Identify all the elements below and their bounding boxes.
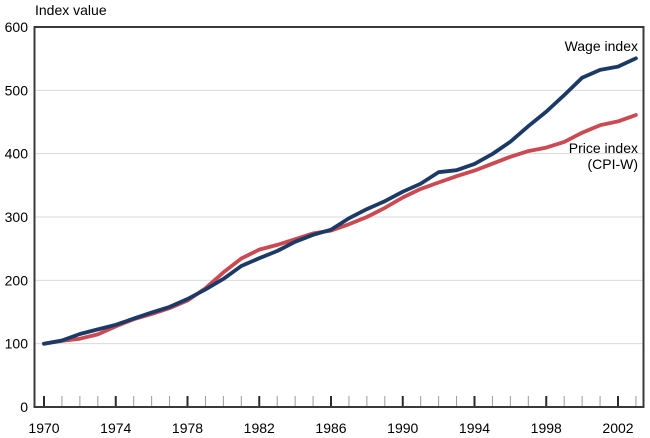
y-tick-label-200: 200	[5, 272, 29, 288]
y-tick-label-300: 300	[5, 209, 29, 225]
x-tick-label-1986: 1986	[315, 420, 346, 436]
y-tick-label-500: 500	[5, 82, 29, 98]
price-index-label: Price index (CPI-W)	[569, 140, 638, 172]
y-axis-title: Index value	[35, 2, 107, 18]
x-tick-label-1970: 1970	[28, 420, 59, 436]
series-line-price-index-cpi-w	[42, 113, 638, 346]
x-tick-label-1994: 1994	[459, 420, 490, 436]
x-tick-label-1974: 1974	[100, 420, 131, 436]
price-index-label-line1: Price index	[568, 140, 638, 156]
price-index-label-line2: (CPI-W)	[587, 156, 638, 172]
y-tick-label-0: 0	[20, 399, 28, 415]
y-tick-label-600: 600	[5, 19, 29, 35]
x-tick-label-1978: 1978	[172, 420, 203, 436]
wage-index-label: Wage index	[564, 38, 638, 54]
x-tick-label-1982: 1982	[244, 420, 275, 436]
x-tick-label-1990: 1990	[387, 420, 418, 436]
x-tick-label-1998: 1998	[531, 420, 562, 436]
plot-frame	[33, 26, 645, 408]
y-tick-label-400: 400	[5, 146, 29, 162]
x-tick-label-2002: 2002	[602, 420, 633, 436]
y-tick-label-100: 100	[5, 336, 29, 352]
series-line-wage-index	[42, 56, 638, 346]
